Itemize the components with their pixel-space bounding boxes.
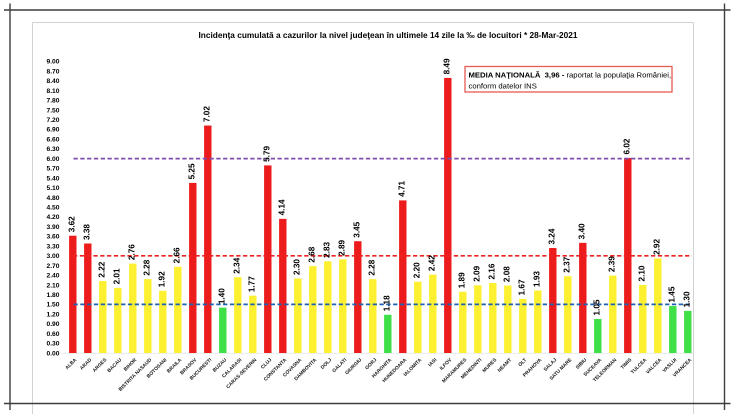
svg-text:2.66: 2.66	[173, 247, 182, 263]
svg-text:2.10: 2.10	[638, 265, 647, 281]
svg-text:1.05: 1.05	[593, 299, 602, 315]
svg-text:3.60: 3.60	[46, 234, 59, 241]
svg-text:4.14: 4.14	[278, 199, 287, 215]
svg-text:0.30: 0.30	[46, 341, 59, 348]
svg-text:6.30: 6.30	[46, 146, 59, 153]
svg-text:3.38: 3.38	[83, 224, 92, 240]
svg-text:1.20: 1.20	[46, 311, 59, 318]
svg-text:6.60: 6.60	[46, 137, 59, 144]
svg-text:2.09: 2.09	[473, 265, 482, 281]
svg-text:6.02: 6.02	[623, 138, 632, 154]
svg-text:5.79: 5.79	[263, 146, 272, 162]
svg-text:9.00: 9.00	[46, 59, 59, 66]
svg-text:1.89: 1.89	[458, 272, 467, 288]
svg-text:1.93: 1.93	[533, 271, 542, 287]
svg-text:1.50: 1.50	[46, 302, 59, 309]
svg-text:3.90: 3.90	[46, 224, 59, 231]
svg-text:conform datelor INS: conform datelor INS	[469, 82, 537, 91]
svg-text:1.80: 1.80	[46, 292, 59, 299]
svg-text:2.34: 2.34	[233, 257, 242, 273]
svg-text:4.80: 4.80	[46, 195, 59, 202]
svg-text:3.45: 3.45	[353, 221, 362, 237]
svg-text:2.92: 2.92	[653, 239, 662, 255]
svg-text:3.62: 3.62	[68, 216, 77, 232]
svg-text:8.70: 8.70	[46, 68, 59, 75]
svg-text:5.40: 5.40	[46, 175, 59, 182]
svg-text:4.71: 4.71	[398, 181, 407, 197]
svg-text:2.08: 2.08	[503, 266, 512, 282]
svg-text:1.40: 1.40	[218, 288, 227, 304]
svg-text:3.40: 3.40	[578, 223, 587, 239]
svg-text:5.70: 5.70	[46, 166, 59, 173]
svg-text:2.42: 2.42	[428, 255, 437, 271]
svg-text:IASI: IASI	[427, 357, 438, 368]
svg-text:2.68: 2.68	[308, 246, 317, 262]
svg-text:2.70: 2.70	[46, 263, 59, 270]
svg-text:1.92: 1.92	[158, 271, 167, 287]
svg-text:1.45: 1.45	[668, 286, 677, 302]
svg-text:1.77: 1.77	[248, 276, 257, 292]
svg-text:1.18: 1.18	[383, 295, 392, 311]
svg-text:2.83: 2.83	[323, 241, 332, 257]
svg-text:2.89: 2.89	[338, 239, 347, 255]
svg-text:2.22: 2.22	[98, 261, 107, 277]
svg-text:5.25: 5.25	[188, 163, 197, 179]
svg-text:OLT: OLT	[517, 357, 528, 368]
svg-text:8.10: 8.10	[46, 88, 59, 95]
svg-text:8.49: 8.49	[443, 58, 452, 74]
svg-text:0.90: 0.90	[46, 321, 59, 328]
svg-text:3.24: 3.24	[548, 228, 557, 244]
svg-text:7.20: 7.20	[46, 117, 59, 124]
svg-text:2.28: 2.28	[368, 259, 377, 275]
svg-text:2.10: 2.10	[46, 282, 59, 289]
svg-text:4.20: 4.20	[46, 214, 59, 221]
svg-text:2.28: 2.28	[143, 259, 152, 275]
svg-text:2.37: 2.37	[563, 256, 572, 272]
svg-text:0.60: 0.60	[46, 331, 59, 338]
svg-text:8.40: 8.40	[46, 78, 59, 85]
svg-text:7.80: 7.80	[46, 98, 59, 105]
svg-text:2.76: 2.76	[128, 244, 137, 260]
svg-text:4.50: 4.50	[46, 205, 59, 212]
svg-text:7.02: 7.02	[203, 106, 212, 122]
svg-text:1.30: 1.30	[683, 291, 692, 307]
svg-text:6.90: 6.90	[46, 127, 59, 134]
svg-text:2.20: 2.20	[413, 262, 422, 278]
svg-text:2.16: 2.16	[488, 263, 497, 279]
svg-text:2.40: 2.40	[46, 273, 59, 280]
svg-text:6.00: 6.00	[46, 156, 59, 163]
svg-text:Incidenţa cumulată a cazurilor: Incidenţa cumulată a cazurilor la nivel …	[198, 30, 577, 40]
svg-text:3.30: 3.30	[46, 243, 59, 250]
svg-text:MEDIA NAŢIONALĂ 3,96 - raport: MEDIA NAŢIONALĂ 3,96 - raportat la popul…	[469, 71, 672, 80]
svg-text:1.67: 1.67	[518, 279, 527, 295]
svg-text:2.01: 2.01	[113, 268, 122, 284]
svg-text:5.10: 5.10	[46, 185, 59, 192]
svg-text:2.30: 2.30	[293, 259, 302, 275]
svg-text:2.39: 2.39	[608, 256, 617, 272]
svg-text:3.00: 3.00	[46, 253, 59, 260]
svg-text:0.00: 0.00	[46, 350, 59, 357]
svg-text:7.50: 7.50	[46, 107, 59, 114]
